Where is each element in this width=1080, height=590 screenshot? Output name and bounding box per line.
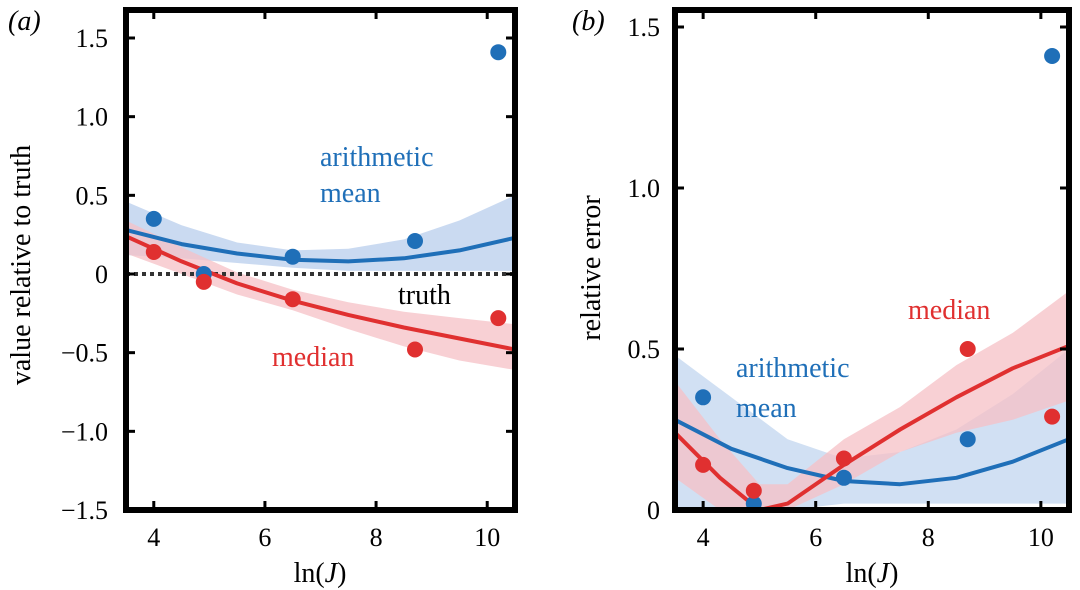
arithmetic-mean-label-b-line2: mean bbox=[736, 393, 797, 424]
x-tick-label: 6 bbox=[809, 523, 822, 552]
y-tick-label: 1.5 bbox=[628, 13, 661, 42]
y-tick-label: 1.5 bbox=[76, 24, 109, 53]
x-tick-label: 4 bbox=[147, 523, 160, 552]
panel-b-x-ticks: 4 6 8 10 bbox=[697, 10, 1054, 552]
y-tick-label: 0.5 bbox=[76, 181, 109, 210]
fit-line-arithmetic-mean bbox=[124, 227, 517, 264]
band-arithmetic-mean bbox=[675, 349, 1069, 510]
band-median bbox=[675, 291, 1069, 510]
panel-b-confidence-bands bbox=[675, 291, 1069, 510]
data-point-arithmetic-mean bbox=[1044, 48, 1061, 64]
x-tick-label: 6 bbox=[258, 523, 271, 552]
data-point-median bbox=[959, 341, 976, 357]
x-tick-label: 10 bbox=[474, 523, 500, 552]
panel-b-y-axis-label: relative error bbox=[576, 195, 607, 341]
fit-line-arithmetic-mean bbox=[673, 417, 1071, 487]
panel-a: (a) −1.5 −1.0 −0.5 0 0.5 1.0 1.5 4 6 8 10 arithme… bbox=[6, 6, 518, 589]
panel-b-x-axis-label: ln(J) bbox=[846, 558, 899, 589]
arithmetic-mean-label-b-line1: arithmetic bbox=[736, 353, 850, 384]
panel-b-frame bbox=[672, 7, 1072, 513]
y-tick-label: −0.5 bbox=[61, 339, 108, 368]
panel-a-x-axis-label: ln(J) bbox=[294, 558, 347, 589]
data-point-median bbox=[1044, 408, 1061, 425]
data-point-median bbox=[745, 482, 762, 499]
panel-a-data-points bbox=[145, 44, 507, 358]
y-tick-label: −1.5 bbox=[61, 496, 108, 525]
x-tick-label: 4 bbox=[697, 523, 710, 552]
data-point-median bbox=[195, 273, 212, 290]
panel-b-y-ticks: 0 0.5 1.0 1.5 bbox=[628, 13, 1069, 525]
panel-a-x-ticks: 4 6 8 10 bbox=[147, 10, 500, 552]
data-point-median bbox=[835, 450, 852, 467]
data-point-arithmetic-mean bbox=[490, 44, 507, 61]
x-tick-label: 8 bbox=[370, 523, 383, 552]
data-point-median bbox=[490, 310, 507, 327]
median-label-a: median bbox=[272, 342, 354, 373]
fit-line-median bbox=[124, 234, 517, 352]
y-tick-label: 0 bbox=[95, 260, 108, 289]
data-point-median bbox=[695, 456, 712, 473]
data-point-arithmetic-mean bbox=[695, 389, 712, 406]
band-median bbox=[126, 220, 515, 370]
data-point-arithmetic-mean bbox=[284, 248, 301, 265]
data-point-median bbox=[145, 244, 162, 260]
panel-b-label: (b) bbox=[572, 6, 605, 37]
data-point-arithmetic-mean bbox=[145, 210, 162, 227]
data-point-arithmetic-mean bbox=[835, 469, 852, 486]
panel-a-label: (a) bbox=[8, 6, 41, 37]
data-point-median bbox=[284, 291, 301, 308]
data-point-arithmetic-mean bbox=[959, 431, 976, 448]
y-tick-label: 1.0 bbox=[628, 174, 661, 203]
data-point-arithmetic-mean bbox=[407, 233, 423, 249]
y-tick-label: 1.0 bbox=[76, 103, 109, 132]
x-tick-label: 8 bbox=[922, 523, 935, 552]
panel-b: (b) 0 0.5 1.0 1.5 4 6 8 10 arithmetic mean med… bbox=[572, 6, 1072, 589]
y-tick-label: 0 bbox=[647, 496, 660, 525]
y-tick-label: −1.0 bbox=[61, 417, 108, 446]
y-tick-label: 0.5 bbox=[628, 335, 661, 364]
median-label-b: median bbox=[908, 295, 990, 326]
x-tick-label: 10 bbox=[1028, 523, 1054, 552]
data-point-median bbox=[407, 341, 423, 358]
arithmetic-mean-label-a-line2: mean bbox=[320, 178, 381, 209]
panel-a-fit-lines bbox=[124, 227, 517, 352]
panel-a-y-ticks: −1.5 −1.0 −0.5 0 0.5 1.0 1.5 bbox=[61, 24, 515, 525]
arithmetic-mean-label-a-line1: arithmetic bbox=[320, 142, 434, 173]
panel-b-data-points bbox=[695, 48, 1061, 512]
panel-a-y-axis-label: value relative to truth bbox=[6, 145, 37, 385]
truth-label: truth bbox=[398, 280, 451, 311]
panel-a-frame bbox=[123, 7, 518, 513]
